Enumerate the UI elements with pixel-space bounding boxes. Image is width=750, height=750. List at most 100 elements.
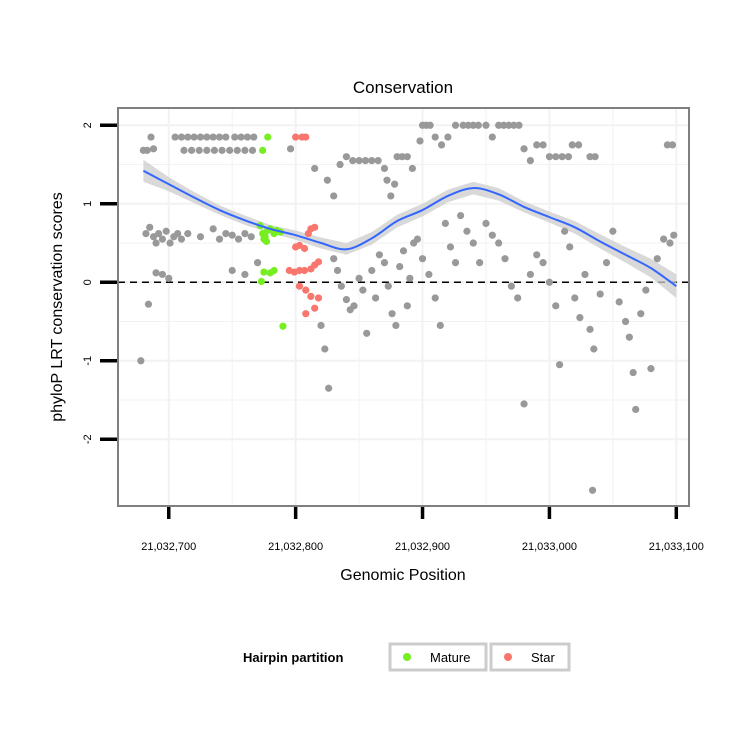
data-point-other [609, 227, 617, 235]
data-point-other [474, 121, 482, 129]
data-point-other [336, 160, 344, 169]
data-point-other [552, 302, 560, 310]
data-point-other [368, 266, 376, 275]
data-point-other [228, 266, 236, 275]
data-point-other [237, 133, 245, 141]
data-point-other [451, 259, 460, 267]
data-point-other [333, 266, 342, 275]
data-point-other [196, 133, 205, 141]
y-tick-label: 0 [82, 279, 94, 285]
x-tick-label: 21,032,900 [395, 541, 450, 553]
data-point-star [302, 286, 310, 294]
data-point-other [396, 262, 404, 271]
data-point-other [233, 146, 241, 154]
y-tick-label: -1 [82, 356, 94, 366]
data-point-other [615, 298, 623, 306]
data-point-other [387, 192, 395, 200]
data-point-other [392, 321, 400, 330]
data-point-other [388, 310, 396, 318]
data-point-other [380, 164, 389, 173]
data-point-other [146, 223, 154, 231]
data-point-other [500, 121, 508, 129]
data-point-other [637, 310, 645, 318]
data-point-other [436, 321, 444, 330]
confidence-ribbon-layer [143, 159, 677, 298]
confidence-ribbon [143, 159, 677, 298]
data-point-other [406, 274, 414, 282]
data-point-other [374, 156, 382, 165]
data-point-other [507, 282, 515, 290]
data-point-other [552, 153, 560, 161]
data-point-other [558, 153, 566, 161]
data-point-other [564, 153, 573, 161]
data-point-mature [279, 322, 287, 330]
data-point-other [520, 400, 528, 408]
data-point-other [596, 290, 604, 298]
data-point-other [241, 146, 249, 154]
data-point-other [250, 133, 258, 141]
data-point-other [666, 239, 674, 247]
data-point-other [451, 121, 460, 129]
data-point-other [149, 145, 158, 153]
data-point-other [501, 255, 509, 263]
data-point-other [591, 153, 599, 161]
data-point-other [180, 146, 188, 154]
data-point-other [203, 146, 211, 154]
data-point-other [431, 133, 439, 141]
data-point-other [663, 141, 672, 149]
data-point-mature [257, 277, 265, 286]
legend-item-star-frame [489, 642, 571, 672]
data-point-other [416, 137, 424, 145]
data-point-other [215, 133, 224, 141]
data-point-other [408, 164, 416, 173]
data-point-other [158, 270, 167, 279]
data-point-other [165, 274, 173, 282]
data-point-other [286, 145, 295, 153]
data-point-other [196, 233, 205, 241]
data-point-star [311, 304, 319, 312]
data-point-other [323, 176, 331, 184]
data-point-other [625, 333, 633, 341]
legend-mature-swatch [403, 653, 411, 661]
data-point-other [210, 146, 219, 154]
x-axis-title: Genomic Position [340, 567, 465, 584]
data-point-other [476, 259, 484, 267]
data-point-other [426, 121, 434, 129]
data-point-other [463, 227, 471, 235]
data-point-other [514, 294, 522, 302]
x-tick-label: 21,033,100 [649, 541, 704, 553]
smooth-trend-line [142, 169, 677, 288]
legend-mature-label: Mature [430, 650, 470, 665]
data-point-mature [262, 237, 271, 246]
data-point-other [660, 235, 668, 243]
data-point-other [349, 156, 357, 165]
data-point-star [314, 294, 323, 302]
data-point-other [418, 255, 427, 263]
data-point-other [539, 259, 547, 267]
data-point-star [295, 266, 304, 275]
data-point-other [330, 255, 338, 263]
data-point-other [158, 235, 167, 243]
data-point-other [571, 294, 579, 302]
data-point-other [350, 302, 358, 310]
data-point-other [482, 121, 490, 129]
data-point-other [203, 133, 211, 141]
data-point-other [247, 233, 255, 241]
panel-background [118, 108, 689, 506]
data-point-other [143, 146, 151, 154]
data-point-other [171, 133, 179, 141]
plot-panel [118, 108, 689, 506]
x-tick-label: 21,033,000 [522, 541, 577, 553]
data-point-other [361, 156, 370, 165]
data-point-other [459, 121, 467, 129]
data-point-other [226, 146, 234, 154]
data-point-other [241, 230, 249, 238]
data-point-other [403, 302, 411, 310]
data-point-other [425, 270, 433, 279]
data-point-other [621, 317, 630, 326]
data-point-other [533, 251, 541, 259]
data-point-other [231, 133, 239, 141]
data-point-other [399, 247, 408, 255]
data-point-other [375, 251, 383, 259]
